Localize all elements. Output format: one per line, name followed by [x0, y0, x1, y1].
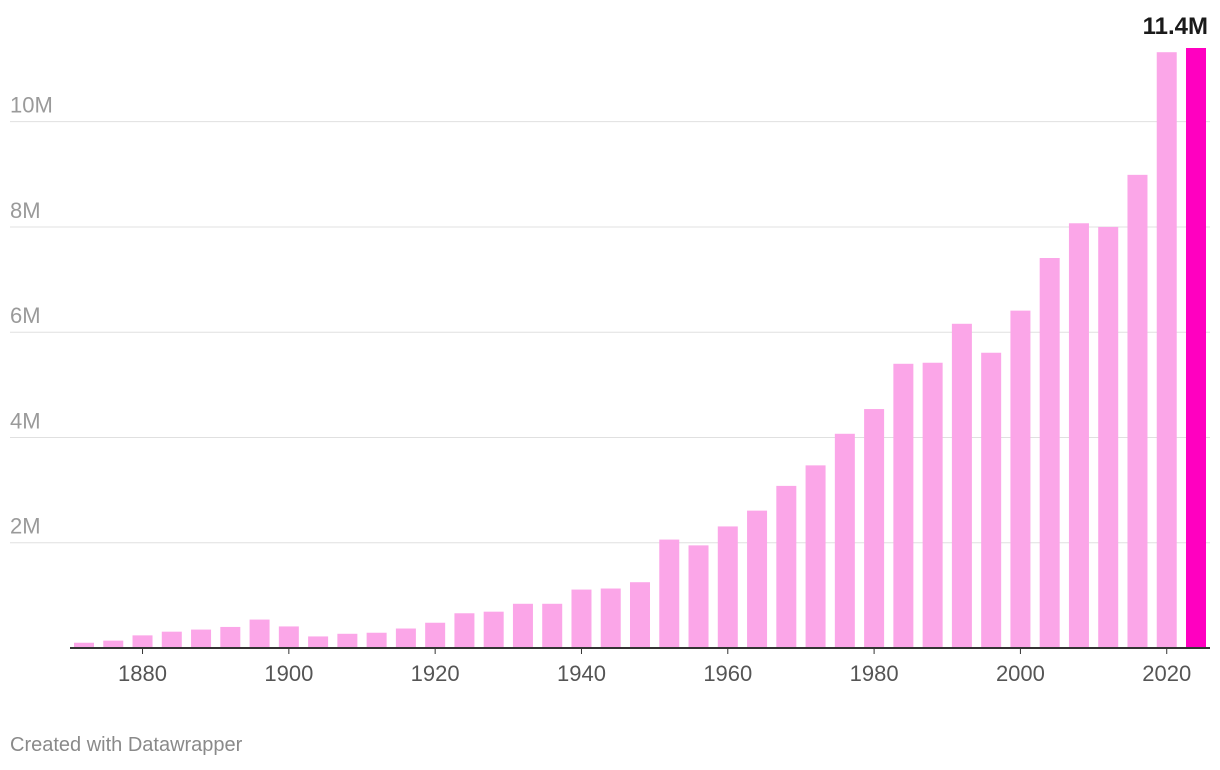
x-tick-label: 1920 — [411, 661, 460, 686]
x-tick-label: 2020 — [1142, 661, 1191, 686]
bar — [893, 363, 914, 648]
bar — [395, 628, 416, 648]
data-labels: 11.4M — [1143, 13, 1208, 40]
bar — [337, 633, 358, 648]
bar — [1127, 174, 1148, 648]
bar — [249, 619, 270, 648]
x-tick-label: 1940 — [557, 661, 606, 686]
bar — [132, 635, 153, 648]
bar — [834, 433, 855, 648]
bar — [717, 526, 738, 648]
bar — [1098, 226, 1119, 648]
y-axis-ticks: 2M 4M 6M 8M 10M — [10, 93, 53, 539]
bar — [220, 626, 241, 648]
bar — [951, 323, 972, 648]
bar — [776, 485, 797, 648]
y-tick-label: 2M — [10, 514, 41, 539]
y-tick-label: 6M — [10, 303, 41, 328]
x-tick-label: 1880 — [118, 661, 167, 686]
bar — [1039, 258, 1060, 648]
x-tick-label: 1980 — [850, 661, 899, 686]
bar — [74, 642, 94, 648]
bar — [1068, 223, 1089, 648]
bar — [425, 622, 446, 648]
y-tick-label: 10M — [10, 93, 53, 118]
bar — [805, 465, 826, 648]
bar — [630, 582, 650, 648]
x-tick-label: 1900 — [264, 661, 313, 686]
x-tick-label: 1960 — [703, 661, 752, 686]
bar — [366, 632, 387, 648]
bar — [512, 603, 533, 648]
bar — [278, 626, 299, 648]
bar — [571, 589, 592, 648]
bar — [1010, 310, 1031, 648]
bar — [103, 640, 124, 648]
bar-chart: 2M 4M 6M 8M 10M 1880 1900 1920 1940 1960 1980 2000… — [10, 13, 1210, 686]
y-tick-label: 8M — [10, 198, 41, 223]
bar — [864, 409, 885, 648]
bar — [308, 636, 329, 648]
gridlines — [10, 121, 1210, 544]
bar — [981, 352, 1002, 648]
bars — [74, 48, 1206, 649]
credit-text: Created with Datawrapper — [10, 734, 243, 756]
bar — [483, 611, 504, 648]
bar — [747, 510, 768, 648]
bar — [659, 539, 680, 648]
bar — [600, 588, 621, 648]
x-axis-ticks: 1880 1900 1920 1940 1960 1980 2000 2020 — [118, 648, 1191, 686]
bar — [454, 613, 475, 648]
bar — [1156, 52, 1177, 649]
y-tick-label: 4M — [10, 408, 41, 433]
bar — [191, 629, 212, 648]
bar — [542, 603, 563, 648]
bar-highlight — [1186, 48, 1206, 648]
bar — [922, 362, 943, 648]
value-label-highlight: 11.4M — [1143, 13, 1208, 40]
bar — [161, 631, 182, 648]
x-tick-label: 2000 — [996, 661, 1045, 686]
bar — [688, 545, 709, 648]
